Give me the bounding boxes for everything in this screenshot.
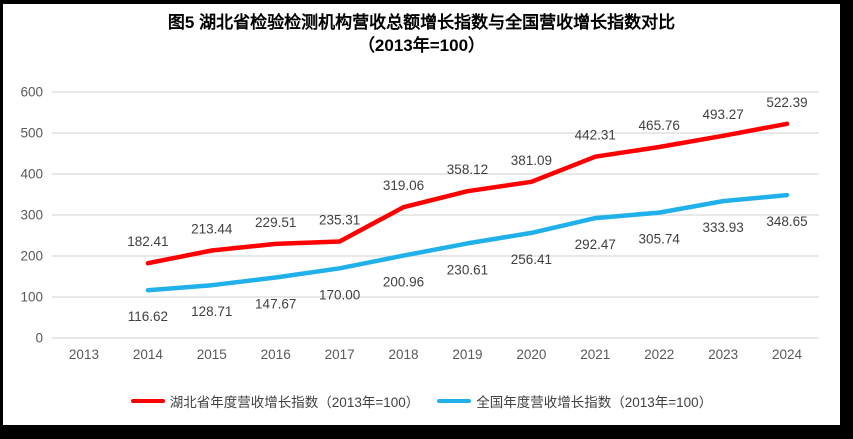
data-label-series0-2024: 522.39 bbox=[766, 95, 807, 110]
national-series-swatch bbox=[437, 398, 472, 404]
y-tick-label-500: 500 bbox=[20, 126, 43, 141]
data-label-series1-2020: 256.41 bbox=[511, 252, 552, 267]
data-label-series1-2016: 147.67 bbox=[255, 296, 296, 311]
y-tick-label-600: 600 bbox=[20, 85, 43, 100]
x-tick-label-2021: 2021 bbox=[580, 347, 610, 362]
x-tick-label-2024: 2024 bbox=[772, 347, 803, 362]
data-label-series0-2015: 213.44 bbox=[191, 221, 233, 236]
legend-item-national: 全国年度营收增长指数（2013年=100） bbox=[437, 391, 712, 411]
data-label-series0-2016: 229.51 bbox=[255, 215, 296, 230]
x-tick-label-2019: 2019 bbox=[452, 347, 482, 362]
x-tick-label-2013: 2013 bbox=[69, 347, 99, 362]
national-series-label: 全国年度营收增长指数（2013年=100） bbox=[476, 395, 713, 410]
y-tick-label-300: 300 bbox=[20, 208, 43, 223]
hubei-series-label: 湖北省年度营收增长指数（2013年=100） bbox=[169, 395, 420, 410]
data-label-series0-2021: 442.31 bbox=[575, 128, 616, 143]
y-tick-label-100: 100 bbox=[20, 290, 43, 305]
x-tick-label-2018: 2018 bbox=[389, 347, 419, 362]
data-label-series1-2024: 348.65 bbox=[766, 214, 807, 229]
data-label-series1-2021: 292.47 bbox=[575, 237, 616, 252]
x-tick-label-2023: 2023 bbox=[708, 347, 738, 362]
data-label-series1-2014: 116.62 bbox=[128, 309, 168, 324]
data-label-series1-2018: 200.96 bbox=[383, 275, 424, 290]
data-label-series1-2015: 128.71 bbox=[191, 304, 232, 319]
series-line-1 bbox=[145, 192, 790, 293]
series-line-0 bbox=[145, 121, 790, 266]
x-tick-label-2014: 2014 bbox=[133, 347, 164, 362]
x-tick-label-2015: 2015 bbox=[197, 347, 227, 362]
chart-canvas: 0 100 200 300 400 500 600 2013 2014 2015 2016 2017 2… bbox=[20, 85, 819, 362]
data-label-series0-2017: 235.31 bbox=[319, 213, 360, 228]
legend-item-hubei: 湖北省年度营收增长指数（2013年=100） bbox=[130, 391, 420, 411]
y-tick-label-200: 200 bbox=[20, 249, 43, 264]
data-label-series0-2019: 358.12 bbox=[447, 162, 488, 177]
data-label-series1-2023: 333.93 bbox=[702, 220, 743, 235]
x-tick-label-2020: 2020 bbox=[516, 347, 546, 362]
data-label-series1-2017: 170.00 bbox=[319, 287, 360, 302]
x-tick-label-2016: 2016 bbox=[261, 347, 291, 362]
data-label-series0-2023: 493.27 bbox=[702, 107, 743, 122]
chart-title: 图5 湖北省检验检测机构营收总额增长指数与全国营收增长指数对比 （2013年=1… bbox=[3, 11, 840, 57]
data-label-series1-2022: 305.74 bbox=[639, 232, 681, 247]
data-label-series1-2019: 230.61 bbox=[447, 262, 488, 277]
data-label-series0-2018: 319.06 bbox=[383, 178, 424, 193]
chart-title-line2: （2013年=100） bbox=[357, 36, 486, 55]
chart-legend: 湖北省年度营收增长指数（2013年=100） 全国年度营收增长指数（2013年=… bbox=[3, 391, 840, 411]
y-tick-label-400: 400 bbox=[20, 167, 43, 182]
data-label-series0-2022: 465.76 bbox=[639, 118, 680, 133]
hubei-series-swatch bbox=[130, 398, 165, 404]
chart-area: 图5 湖北省检验检测机构营收总额增长指数与全国营收增长指数对比 （2013年=1… bbox=[3, 4, 840, 425]
x-tick-label-2022: 2022 bbox=[644, 347, 674, 362]
x-tick-label-2017: 2017 bbox=[325, 347, 355, 362]
data-label-series0-2020: 381.09 bbox=[511, 153, 552, 168]
data-label-series0-2014: 182.41 bbox=[127, 234, 168, 249]
chart-title-line1: 图5 湖北省检验检测机构营收总额增长指数与全国营收增长指数对比 bbox=[167, 13, 676, 32]
y-tick-label-0: 0 bbox=[35, 331, 43, 346]
